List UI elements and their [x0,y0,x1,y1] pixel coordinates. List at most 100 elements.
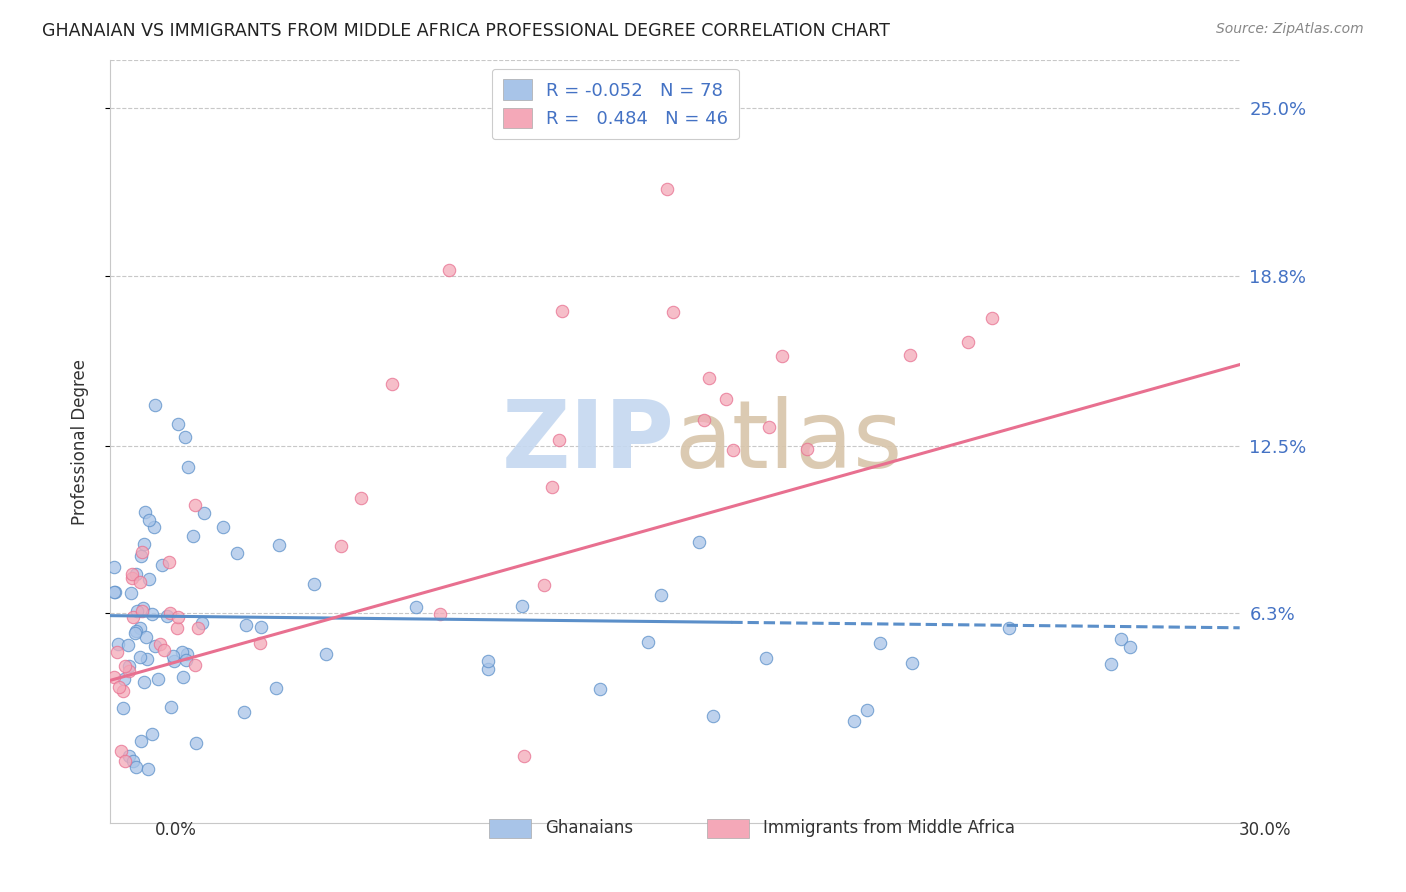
Point [121,571,143,585]
Point [131,733,153,747]
Point [770,350,793,364]
Text: Ghanaians: Ghanaians [544,819,633,837]
Point [146,672,169,686]
Point [103,585,125,599]
Point [129,621,152,635]
Point [142,520,165,534]
Point [124,625,146,640]
Point [128,575,150,590]
Point [315,647,337,661]
Point [136,763,159,777]
Point [114,755,136,769]
Point [129,549,152,563]
Point [898,348,921,362]
Point [184,498,207,512]
Point [477,662,499,676]
Point [957,335,980,350]
Point [1099,657,1122,672]
Point [141,727,163,741]
Point [157,555,180,569]
Point [120,586,142,600]
Point [264,681,287,696]
Point [1109,632,1132,646]
Point [131,604,153,618]
Point [134,675,156,690]
Point [125,567,148,582]
Text: atlas: atlas [675,395,903,488]
Point [176,653,198,667]
Point [714,392,737,407]
Point [250,620,273,634]
Point [510,599,533,613]
Point [170,645,193,659]
Point [111,701,134,715]
Point [998,621,1021,635]
Point [856,703,879,717]
Point [121,566,143,581]
Point [235,618,257,632]
Text: GHANAIAN VS IMMIGRANTS FROM MIDDLE AFRICA PROFESSIONAL DEGREE CORRELATION CHART: GHANAIAN VS IMMIGRANTS FROM MIDDLE AFRIC… [42,22,890,40]
Point [125,624,148,638]
Point [350,491,373,506]
Point [548,433,571,447]
Point [533,577,555,591]
Point [166,417,188,431]
Point [105,645,128,659]
Point [135,651,157,665]
Point [166,621,188,635]
Point [127,604,149,618]
Point [702,708,724,723]
Point [159,700,181,714]
Point [131,600,153,615]
Point [477,654,499,668]
Point [114,659,136,673]
Text: Immigrants from Middle Africa: Immigrants from Middle Africa [762,819,1015,837]
Point [152,643,174,657]
Point [181,529,204,543]
Point [437,263,460,277]
Point [637,635,659,649]
Point [149,637,172,651]
Point [693,413,716,427]
Point [131,545,153,559]
Point [121,755,143,769]
Point [193,506,215,520]
Point [118,659,141,673]
Point [118,749,141,764]
Point [429,607,451,621]
Point [551,303,574,318]
Point [122,610,145,624]
Point [249,635,271,649]
Point [1119,640,1142,654]
Point [900,657,922,671]
Point [184,657,207,672]
Point [662,305,685,319]
Point [138,572,160,586]
Point [138,513,160,527]
Point [184,736,207,750]
Point [167,610,190,624]
Point [174,430,197,444]
Point [754,651,776,665]
Point [132,537,155,551]
Point [980,311,1002,326]
Text: Source: ZipAtlas.com: Source: ZipAtlas.com [1216,22,1364,37]
Point [588,681,610,696]
Point [134,505,156,519]
Y-axis label: Professional Degree: Professional Degree [72,359,89,524]
Point [330,539,353,553]
Point [159,606,181,620]
Point [697,371,720,385]
Point [513,749,536,764]
Point [108,680,131,694]
Point [226,547,249,561]
Point [758,420,780,434]
Point [187,621,209,635]
Point [212,519,235,533]
Point [129,649,152,664]
Point [405,600,427,615]
Point [232,705,254,719]
Legend: R = -0.052   N = 78, R =   0.484   N = 46: R = -0.052 N = 78, R = 0.484 N = 46 [492,69,740,139]
Text: 0.0%: 0.0% [155,821,197,838]
Text: ZIP: ZIP [502,395,675,488]
